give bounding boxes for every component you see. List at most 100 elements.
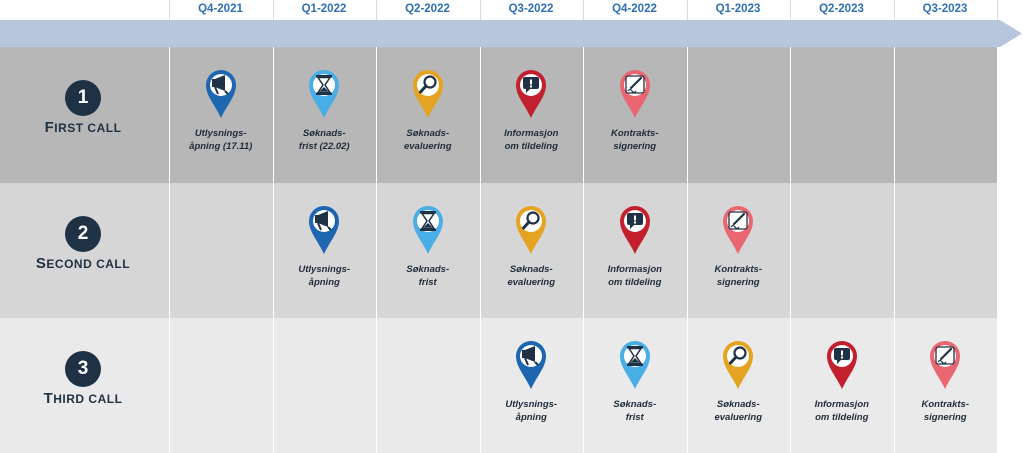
megaphone-icon	[211, 75, 229, 95]
milestone-label: Søknads-evaluering	[376, 127, 479, 153]
milestone-label-line1: Informasjon	[607, 264, 662, 275]
quarter-header: Q2-2022	[405, 3, 450, 15]
quarter-header: Q1-2022	[301, 3, 347, 15]
megaphone-icon	[315, 211, 332, 231]
header-divider	[169, 0, 170, 20]
column-divider	[583, 47, 584, 453]
utlysning-pin	[205, 70, 236, 118]
milestone-label-line1: Utlysnings-	[505, 399, 558, 410]
kontrakt-pin	[930, 341, 961, 389]
milestone-label: Utlysnings-åpning	[480, 398, 583, 424]
call-label-initial: S	[35, 255, 47, 272]
magnifier-icon	[729, 346, 747, 365]
hourglass-icon	[626, 346, 643, 366]
milestone-label: Informasjon om tildeling	[583, 263, 686, 289]
quarter-header: Q1-2023	[715, 3, 761, 15]
milestone-label: Utlysnings-åpning	[273, 263, 376, 289]
header-divider	[583, 0, 584, 20]
column-divider	[790, 47, 791, 453]
call-label-rest: ECOND CALL	[46, 257, 131, 271]
milestone-label: Informasjon om tildeling	[480, 127, 583, 153]
call-number-badge: 3	[65, 351, 101, 387]
milestone-label-line2: åpning (17.11)	[189, 141, 253, 152]
signature-icon	[935, 346, 955, 365]
soknadsfrist-pin	[309, 70, 340, 118]
utlysning-pin	[516, 341, 547, 389]
magnifier-icon	[418, 75, 437, 94]
milestone-label: Søknads-frist	[376, 263, 479, 289]
milestone-label-line1: Søknads-	[406, 128, 450, 139]
soknadsfrist-pin	[619, 341, 650, 389]
row-background	[0, 183, 997, 318]
magnifier-icon	[522, 211, 540, 230]
hourglass-icon	[419, 211, 436, 231]
milestone-label-line1: Utlysnings-	[298, 264, 351, 275]
signature-icon	[728, 211, 748, 230]
call-label-initial: F	[44, 119, 55, 136]
milestone-label-line2: åpning	[515, 412, 547, 423]
milestone-label: Søknads-frist	[583, 398, 686, 424]
milestone-label-line2: signering	[923, 412, 967, 423]
call-label: FIRST CALL	[0, 119, 166, 136]
milestone-label-line2: evaluering	[403, 141, 452, 152]
milestone-label-line2: frist	[418, 277, 437, 288]
quarter-header: Q4-2022	[612, 3, 657, 15]
column-divider	[480, 47, 481, 453]
milestone-label-line2: om tildeling	[504, 141, 558, 152]
informasjon-pin	[516, 70, 547, 118]
hourglass-icon	[316, 75, 333, 95]
milestone-label-line2: signering	[613, 141, 657, 152]
milestone-label-line2: frist (22.02)	[298, 141, 350, 152]
header-divider	[687, 0, 688, 20]
quarter-header: Q2-2023	[819, 3, 864, 15]
quarter-header: Q4-2021	[198, 3, 243, 15]
milestone-label: Informasjon om tildeling	[790, 398, 893, 424]
milestone-label: Søknads-evaluering	[480, 263, 583, 289]
signature-icon	[625, 75, 645, 94]
evaluering-pin	[723, 341, 754, 389]
quarter-header: Q3-2022	[508, 3, 554, 15]
column-divider	[997, 47, 998, 453]
milestone-label-line1: Søknads-	[716, 399, 760, 410]
call-label-rest: HIRD CALL	[53, 392, 123, 406]
informasjon-pin	[826, 341, 857, 389]
utlysning-pin	[309, 206, 340, 254]
column-divider	[273, 47, 274, 453]
kontrakt-pin	[619, 70, 650, 118]
kontrakt-pin	[723, 206, 754, 254]
header-divider	[273, 0, 274, 20]
call-label: SECOND CALL	[0, 255, 166, 272]
notice-icon	[523, 77, 540, 93]
milestone-label: Kontrakts-signering	[583, 127, 686, 153]
quarter-header: Q3-2023	[922, 3, 968, 15]
header-divider	[376, 0, 377, 20]
milestone-label: Søknads-evaluering	[687, 398, 790, 424]
column-divider	[376, 47, 377, 453]
informasjon-pin	[619, 206, 650, 254]
row-background	[0, 318, 997, 453]
milestone-label-line1: Kontrakts-	[714, 264, 762, 275]
milestone-label: Søknads-frist (22.02)	[273, 127, 376, 153]
milestone-label-line1: Informasjon	[504, 128, 559, 139]
header-divider	[894, 0, 895, 20]
megaphone-icon	[522, 346, 539, 366]
milestone-label: Kontrakts-signering	[894, 398, 997, 424]
call-number-badge: 1	[65, 80, 101, 116]
row-background	[0, 47, 997, 183]
milestone-label-line1: Informasjon	[814, 399, 869, 410]
milestone-label-line2: evaluering	[714, 412, 763, 423]
milestone-label-line1: Kontrakts-	[610, 128, 659, 139]
milestone-label-line1: Utlysnings-	[194, 128, 247, 139]
call-label: THIRD CALL	[0, 390, 166, 407]
evaluering-pin	[516, 206, 547, 254]
milestone-label-line1: Kontrakts-	[921, 399, 969, 410]
call-label-rest: IRST CALL	[54, 121, 122, 135]
milestone-label-line2: om tildeling	[815, 412, 869, 423]
milestone-label: Kontrakts-signering	[687, 263, 790, 289]
milestone-label-line1: Søknads-	[509, 264, 553, 275]
column-divider	[169, 47, 170, 453]
milestone-label: Utlysnings-åpning (17.11)	[169, 127, 272, 153]
notice-icon	[626, 213, 643, 229]
milestone-label-line2: frist	[625, 412, 644, 423]
header-divider	[480, 0, 481, 20]
